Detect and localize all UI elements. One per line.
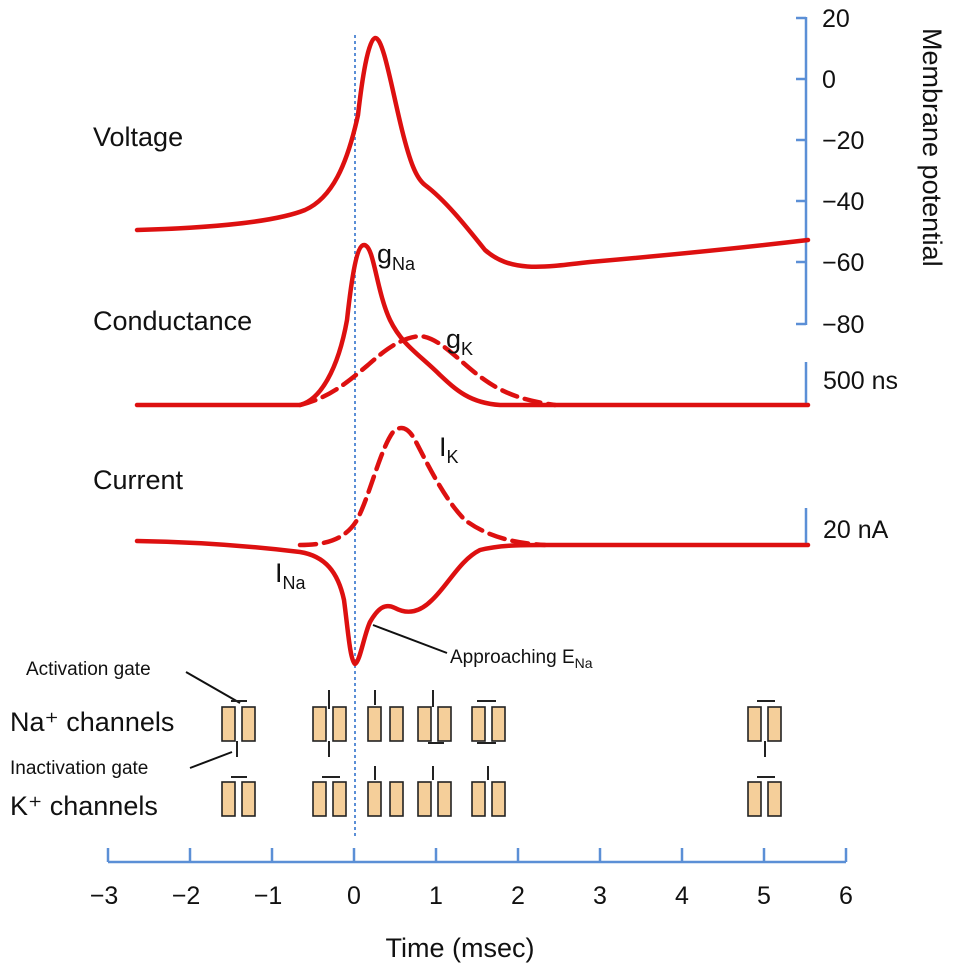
k-channel-icon	[417, 766, 452, 817]
membrane-tick-label: 0	[822, 66, 836, 94]
row-label-current: Current	[93, 465, 184, 495]
k-channel-icon	[367, 766, 404, 817]
na-channels-label: Na⁺ channels	[10, 707, 174, 737]
na-channel-icon	[221, 700, 256, 757]
na-channel-icon	[367, 690, 404, 742]
time-tick-label: 5	[757, 882, 771, 910]
membrane-tick-label: −60	[822, 249, 864, 277]
membrane-potential-axis	[796, 16, 808, 326]
voltage-trace	[134, 35, 811, 269]
inactivation-gate-label: Inactivation gate	[10, 758, 148, 779]
activation-gate-pointer	[185, 671, 241, 704]
i-k-label: IK	[439, 432, 459, 467]
i-na-label: INa	[275, 558, 307, 593]
k-channel-icon	[221, 776, 256, 817]
g-k-label: gK	[446, 324, 473, 359]
time-axis	[106, 848, 848, 864]
na-channel-icon	[747, 700, 782, 757]
time-tick-label: 3	[593, 882, 607, 910]
conductance-scale-label: 500 ns	[823, 367, 898, 395]
membrane-tick-label: −20	[822, 127, 864, 155]
activation-gate-label: Activation gate	[26, 659, 151, 680]
time-tick-label: 2	[511, 882, 525, 910]
membrane-tick-label: 20	[822, 5, 850, 33]
k-channel-icon	[471, 766, 506, 817]
approaching-e-na-label: Approaching ENa	[450, 647, 593, 671]
time-tick-label: −2	[172, 882, 201, 910]
na-channel-icon	[312, 690, 347, 757]
time-tick-label: 4	[675, 882, 689, 910]
na-channel-icon	[417, 690, 452, 744]
time-tick-label: −1	[254, 882, 283, 910]
time-tick-label: −3	[90, 882, 119, 910]
na-channel-icon	[471, 700, 506, 744]
membrane-tick-label: −40	[822, 188, 864, 216]
current-scale-label: 20 nA	[823, 516, 889, 544]
sodium-conductance-trace	[134, 242, 811, 408]
k-channels-label: K⁺ channels	[10, 791, 158, 821]
time-tick-label: 1	[429, 882, 443, 910]
potassium-current-trace	[297, 425, 548, 548]
time-tick-label: 0	[347, 882, 361, 910]
time-tick-label: 6	[839, 882, 853, 910]
potassium-conductance-trace	[297, 333, 558, 408]
membrane-tick-label: −80	[822, 311, 864, 339]
sodium-current-trace	[134, 538, 811, 667]
g-na-label: gNa	[377, 239, 416, 274]
row-label-voltage: Voltage	[93, 122, 183, 152]
row-label-conductance: Conductance	[93, 306, 252, 336]
time-axis-title: Time (msec)	[386, 933, 535, 963]
membrane-axis-title: Membrane potential	[917, 28, 947, 267]
approaching-pointer-line	[372, 624, 448, 654]
inactivation-gate-pointer	[189, 751, 233, 769]
k-channel-icon	[747, 776, 782, 817]
k-channel-icon	[312, 776, 347, 817]
